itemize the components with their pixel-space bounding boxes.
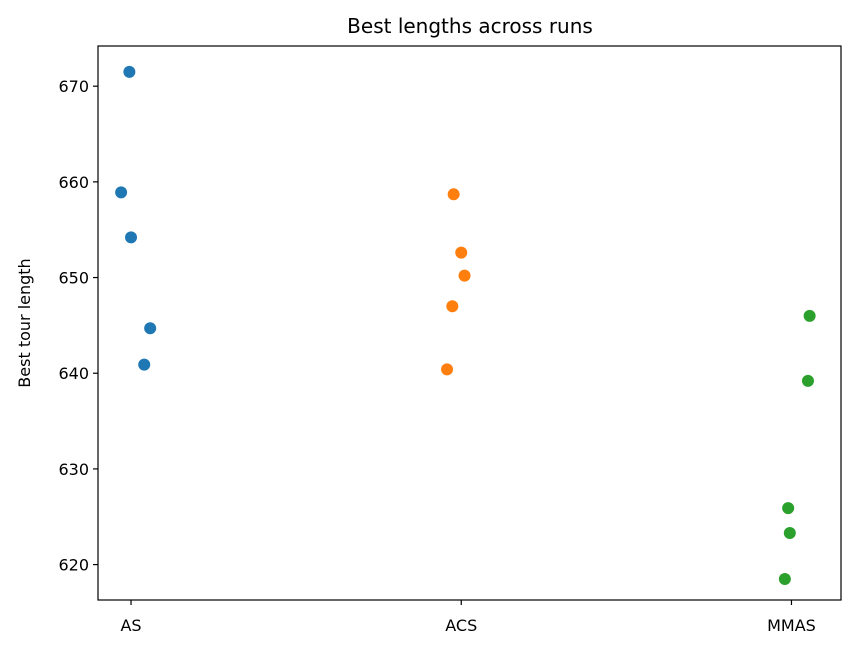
x-tick-label: AS (120, 616, 141, 635)
data-point (803, 309, 816, 322)
x-tick-label: MMAS (767, 616, 816, 635)
axes-frame (97, 45, 842, 601)
x-tick-label: ACS (445, 616, 477, 635)
data-point (115, 186, 128, 199)
data-point (782, 502, 795, 515)
y-tick-label: 650 (58, 269, 89, 288)
y-tick-label: 670 (58, 77, 89, 96)
data-point (455, 246, 468, 259)
data-point (778, 572, 791, 585)
plot-area: 620 630 640 650 660 670 AS ACS MMAS (58, 45, 842, 635)
y-axis-label: Best tour length (15, 258, 34, 387)
data-point (123, 65, 136, 78)
data-point (441, 363, 454, 376)
data-point (125, 231, 138, 244)
y-tick-label: 660 (58, 173, 89, 192)
y-tick-label: 630 (58, 460, 89, 479)
data-point (446, 300, 459, 313)
y-tick-label: 640 (58, 364, 89, 383)
data-point (801, 374, 814, 387)
chart-title: Best lengths across runs (347, 14, 593, 38)
data-point (458, 269, 471, 282)
data-point (138, 358, 151, 371)
y-tick-label: 620 (58, 556, 89, 575)
data-point (144, 322, 157, 335)
data-point (447, 188, 460, 201)
data-point (783, 527, 796, 540)
